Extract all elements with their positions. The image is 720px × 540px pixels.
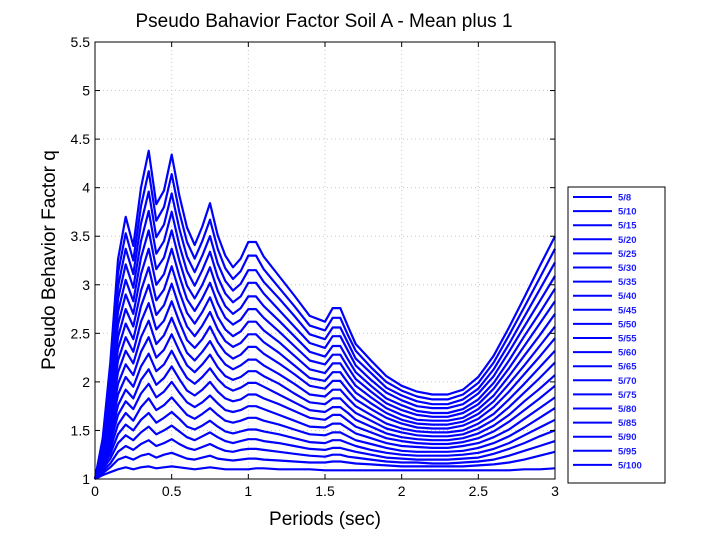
y-tick-label: 2 bbox=[82, 374, 90, 390]
legend-label: 5/65 bbox=[618, 362, 637, 373]
legend-label: 5/30 bbox=[618, 263, 637, 274]
legend-label: 5/75 bbox=[618, 390, 637, 401]
series-line-5-80 bbox=[93, 229, 556, 480]
legend-label: 5/80 bbox=[618, 404, 637, 415]
y-tick-label: 2.5 bbox=[71, 325, 91, 341]
legend-label: 5/15 bbox=[618, 221, 637, 232]
legend-label: 5/45 bbox=[618, 305, 637, 316]
legend-label: 5/60 bbox=[618, 348, 637, 359]
legend-label: 5/90 bbox=[618, 432, 637, 443]
y-tick-label: 4 bbox=[82, 180, 90, 196]
series-line-5-45 bbox=[93, 349, 556, 480]
y-tick-label: 3.5 bbox=[71, 228, 91, 244]
series-line-5-10 bbox=[94, 450, 556, 480]
y-tick-label: 1 bbox=[82, 471, 90, 487]
series-line-5-75 bbox=[93, 247, 556, 480]
x-tick-label: 0.5 bbox=[162, 483, 182, 499]
legend-label: 5/85 bbox=[618, 418, 637, 429]
series-line-5-70 bbox=[93, 265, 556, 480]
x-tick-label: 2 bbox=[398, 483, 406, 499]
series-line-5-8 bbox=[94, 465, 556, 480]
series-line-5-65 bbox=[93, 282, 556, 480]
series-line-5-35 bbox=[94, 380, 556, 480]
series-line-5-20 bbox=[94, 424, 556, 480]
legend-label: 5/55 bbox=[618, 334, 637, 345]
x-tick-label: 1 bbox=[244, 483, 252, 499]
series-line-5-40 bbox=[93, 365, 556, 480]
series-line-5-55 bbox=[93, 316, 556, 480]
legend-label: 5/20 bbox=[618, 235, 637, 246]
x-tick-label: 3 bbox=[551, 483, 559, 499]
legend-label: 5/10 bbox=[618, 207, 637, 218]
legend: 5/8 5/10 5/15 5/20 5/25 5/30 5/35 5/40 5/45 5/50 5… bbox=[567, 186, 666, 484]
y-axis-label: Pseudo Behavior Factor q bbox=[39, 150, 60, 370]
legend-label: 5/95 bbox=[618, 446, 637, 457]
y-tick-label: 5 bbox=[82, 83, 90, 99]
series-line-5-100 bbox=[93, 149, 556, 480]
legend-label: 5/70 bbox=[618, 376, 637, 387]
legend-label: 5/40 bbox=[618, 291, 637, 302]
x-tick-label: 1.5 bbox=[315, 483, 335, 499]
legend-items: 5/8 5/10 5/15 5/20 5/25 5/30 5/35 5/40 5/45 5/50 5… bbox=[573, 193, 642, 471]
legend-label: 5/25 bbox=[618, 249, 637, 260]
x-axis-ticks: 0 0.5 1 1.5 2 2.5 3 bbox=[91, 42, 559, 499]
series-line-5-15 bbox=[94, 438, 556, 480]
x-tick-label: 0 bbox=[91, 483, 99, 499]
series-layer bbox=[93, 149, 556, 480]
x-axis-label: Periods (sec) bbox=[269, 509, 381, 530]
legend-label: 5/100 bbox=[618, 460, 642, 471]
legend-label: 5/8 bbox=[618, 193, 631, 204]
legend-label: 5/35 bbox=[618, 277, 637, 288]
series-line-5-90 bbox=[93, 190, 556, 480]
legend-label: 5/50 bbox=[618, 319, 637, 330]
y-tick-label: 4.5 bbox=[71, 131, 91, 147]
series-line-5-60 bbox=[93, 300, 556, 480]
plot-area: 0 0.5 1 1.5 2 2.5 3 1 1.5 2 2.5 3 3.5 4 4.5 5 5.5 bbox=[71, 34, 560, 499]
y-tick-label: 5.5 bbox=[71, 34, 91, 50]
y-tick-label: 3 bbox=[82, 277, 90, 293]
chart-title: Pseudo Bahavior Factor Soil A - Mean plu… bbox=[135, 11, 512, 32]
series-line-5-25 bbox=[94, 410, 556, 480]
series-line-5-85 bbox=[93, 209, 556, 480]
x-tick-label: 2.5 bbox=[469, 483, 489, 499]
y-axis-ticks: 1 1.5 2 2.5 3 3.5 4 4.5 5 5.5 bbox=[71, 34, 555, 487]
legend-box bbox=[567, 186, 666, 484]
y-tick-label: 1.5 bbox=[71, 422, 91, 438]
series-line-5-30 bbox=[94, 396, 556, 480]
series-line-5-50 bbox=[93, 333, 556, 480]
series-line-5-95 bbox=[93, 170, 556, 480]
